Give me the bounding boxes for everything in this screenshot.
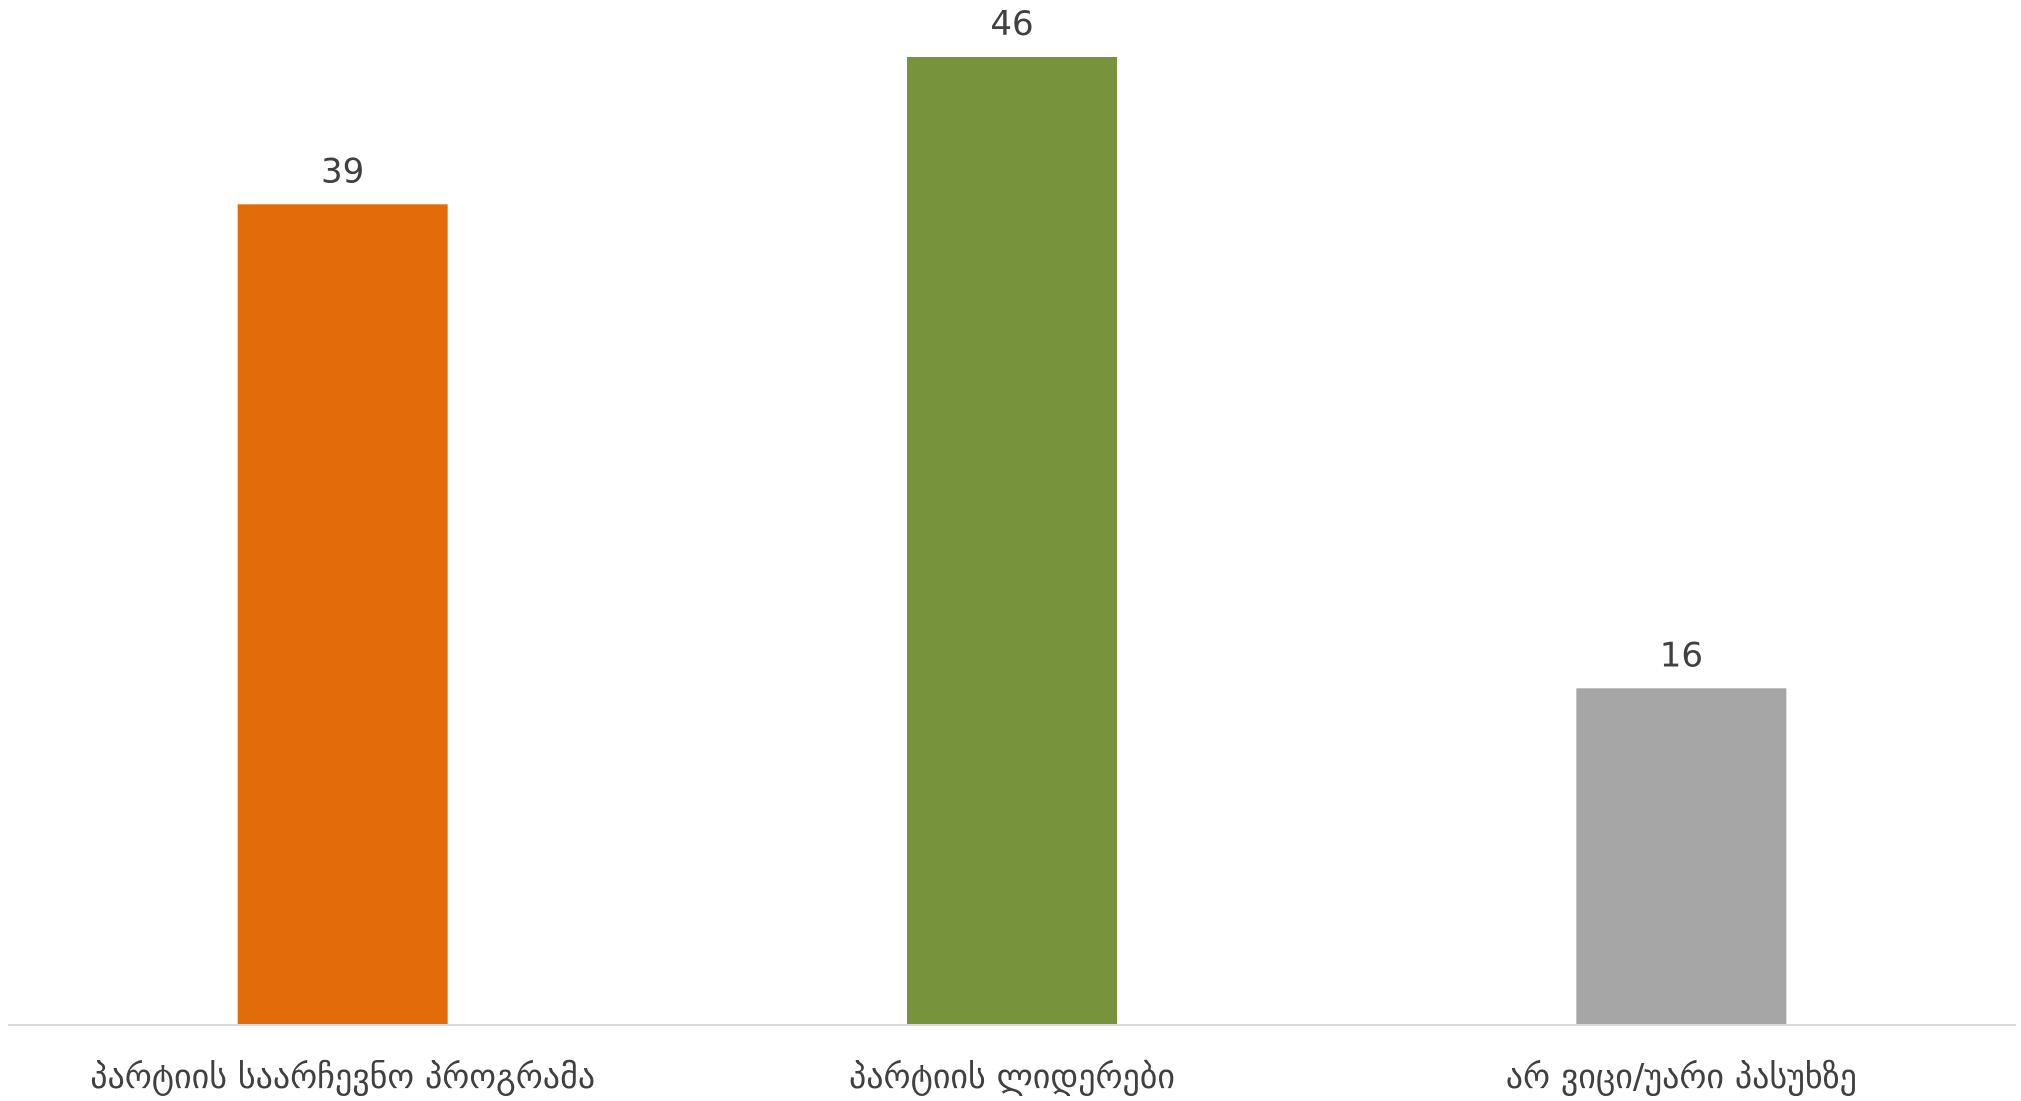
bar-1 xyxy=(237,204,448,1026)
bars-group xyxy=(237,57,1787,1026)
data-label-1: 39 xyxy=(321,151,364,191)
category-label-1: პარტიის საარჩევნო პროგრამა xyxy=(90,1057,595,1097)
category-label-3: არ ვიცი/უარი პასუხზე xyxy=(1506,1057,1857,1097)
bar-3 xyxy=(1576,688,1787,1025)
data-label-2: 46 xyxy=(990,4,1033,44)
category-label-2: პარტიის ლიდერები xyxy=(849,1057,1175,1097)
bar-2 xyxy=(907,57,1117,1025)
data-label-3: 16 xyxy=(1660,635,1703,675)
labels-group: 39 პარტიის საარჩევნო პროგრამა 46 პარტიის ლი… xyxy=(90,4,1857,1097)
